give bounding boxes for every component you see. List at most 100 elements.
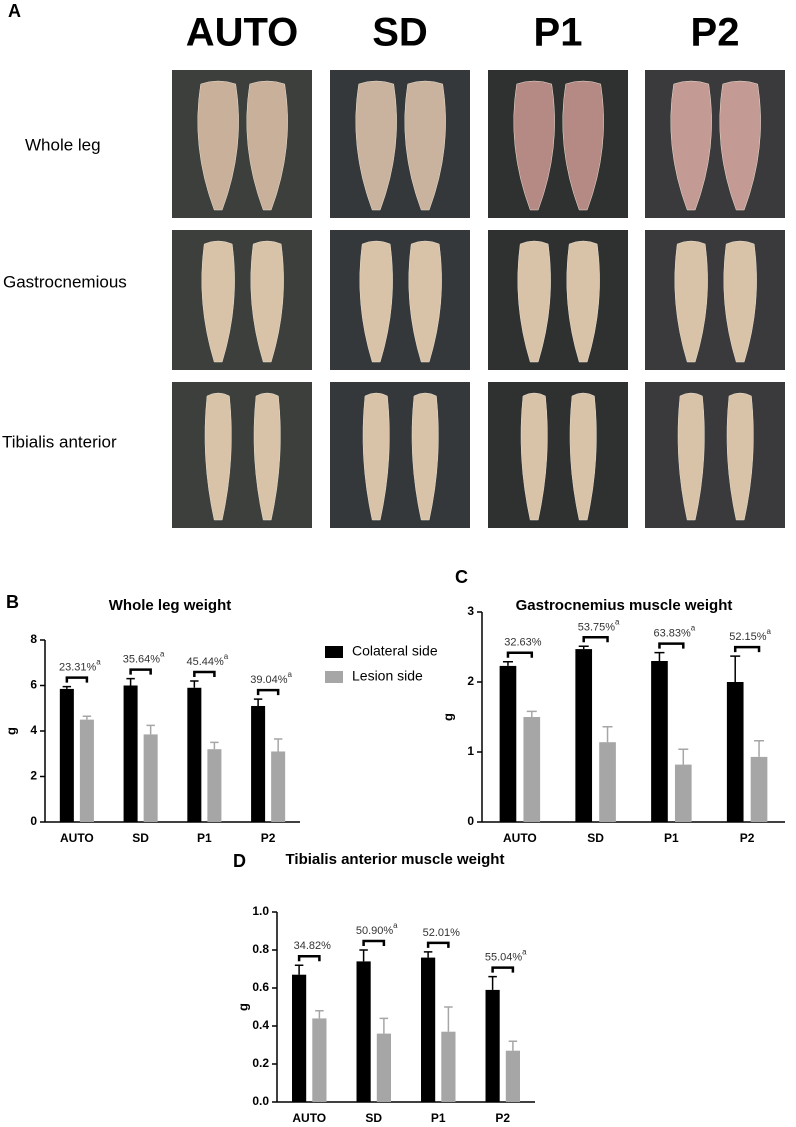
annotation: 39.04%a: [250, 670, 292, 686]
y-tick-label: 8: [30, 632, 37, 646]
y-tick-label: 0.4: [252, 1018, 269, 1032]
bar: [485, 989, 500, 1102]
chart-title: Gastrocnemius muscle weight: [516, 597, 733, 614]
error-bar: [146, 724, 155, 735]
y-axis-label: g: [235, 1003, 250, 1011]
tissue: [411, 392, 439, 521]
tissue: [408, 240, 442, 363]
annotation: 32.63%: [504, 637, 542, 649]
annotation-value: 52.01%: [423, 927, 461, 939]
error-bar: [444, 1006, 453, 1032]
annotation: 23.31%a: [59, 658, 101, 674]
bar: [499, 665, 517, 822]
error-bar: [62, 685, 72, 689]
tissue: [204, 392, 232, 521]
annotation-value: 23.31%: [59, 662, 97, 674]
annotation-value: 52.15%: [729, 631, 767, 643]
annotation-mark: a: [224, 652, 229, 661]
y-tick-label: 0: [30, 814, 37, 828]
y-tick-label: 2: [30, 769, 37, 783]
error-bar: [315, 1010, 324, 1019]
y-tick-label: 1.0: [252, 904, 269, 918]
tissue: [250, 240, 284, 363]
x-tick-label: AUTO: [60, 831, 94, 845]
photo: [172, 382, 312, 528]
photo: [645, 230, 785, 370]
tissue: [362, 392, 390, 521]
annotation: 34.82%: [294, 940, 332, 952]
bar: [187, 687, 202, 822]
photo: [330, 230, 470, 370]
row-label: Whole leg: [25, 135, 101, 154]
error-bar: [423, 951, 433, 958]
row-label: Tibialis anterior: [2, 432, 117, 451]
annotation: 52.15%a: [729, 627, 771, 643]
tissue: [719, 80, 761, 211]
bar: [726, 682, 744, 822]
photo: [330, 70, 470, 218]
comparison-bracket: [506, 651, 534, 658]
error-bar: [488, 975, 497, 990]
annotation-value: 63.83%: [653, 628, 691, 640]
tissue: [566, 240, 600, 363]
error-bar: [294, 964, 304, 975]
tissue: [677, 392, 705, 521]
annotation-mark: a: [767, 627, 772, 636]
y-tick-label: 2: [467, 674, 474, 688]
annotation-mark: a: [522, 948, 527, 957]
y-tick-label: 0.6: [252, 980, 269, 994]
error-bar: [508, 1040, 518, 1051]
tissue: [569, 392, 597, 521]
bar: [271, 751, 286, 822]
photo: [172, 70, 312, 218]
y-tick-label: 6: [30, 678, 37, 692]
bar: [79, 719, 94, 822]
x-tick-label: P1: [431, 1111, 446, 1125]
annotation: 55.04%a: [485, 948, 527, 964]
bar: [505, 1050, 520, 1102]
y-tick-label: 0.0: [252, 1094, 269, 1108]
photo: [645, 70, 785, 218]
bar: [292, 974, 307, 1102]
tissue: [513, 80, 555, 211]
tissue: [359, 240, 393, 363]
row-label: Gastrocnemious: [3, 272, 127, 291]
tissue: [674, 240, 708, 363]
y-tick-label: 4: [30, 723, 37, 737]
comparison-bracket: [582, 636, 609, 643]
annotation-value: 35.64%: [123, 654, 161, 666]
legend-swatch: [325, 671, 343, 683]
bar: [376, 1033, 391, 1102]
y-tick-label: 0: [467, 814, 474, 828]
y-tick-label: 0.2: [252, 1056, 269, 1070]
chart-title: Tibialis anterior muscle weight: [286, 851, 505, 868]
annotation-mark: a: [160, 650, 165, 659]
tissue: [246, 80, 288, 211]
x-tick-label: SD: [587, 831, 604, 845]
bar: [599, 742, 616, 822]
x-tick-label: P2: [495, 1111, 510, 1125]
error-bar: [502, 660, 513, 666]
annotation: 45.44%a: [186, 652, 228, 668]
tissue: [726, 392, 754, 521]
comparison-bracket: [733, 645, 761, 653]
y-axis-label: g: [3, 727, 18, 735]
error-bar: [190, 680, 199, 688]
annotation-mark: a: [615, 617, 620, 626]
x-tick-label: P2: [740, 831, 755, 845]
bar: [143, 734, 158, 822]
tissue: [562, 80, 604, 211]
bar: [750, 756, 768, 822]
comparison-bracket: [491, 966, 515, 973]
error-bar: [359, 949, 368, 962]
annotation-mark: a: [288, 670, 293, 679]
y-tick-label: 3: [467, 604, 474, 618]
x-tick-label: AUTO: [292, 1111, 326, 1125]
tissue: [517, 240, 551, 363]
bar: [251, 705, 266, 822]
annotation-mark: a: [393, 921, 398, 930]
bar: [312, 1018, 327, 1102]
photo: [172, 230, 312, 370]
tissue: [253, 392, 281, 521]
annotation-mark: a: [96, 658, 101, 667]
